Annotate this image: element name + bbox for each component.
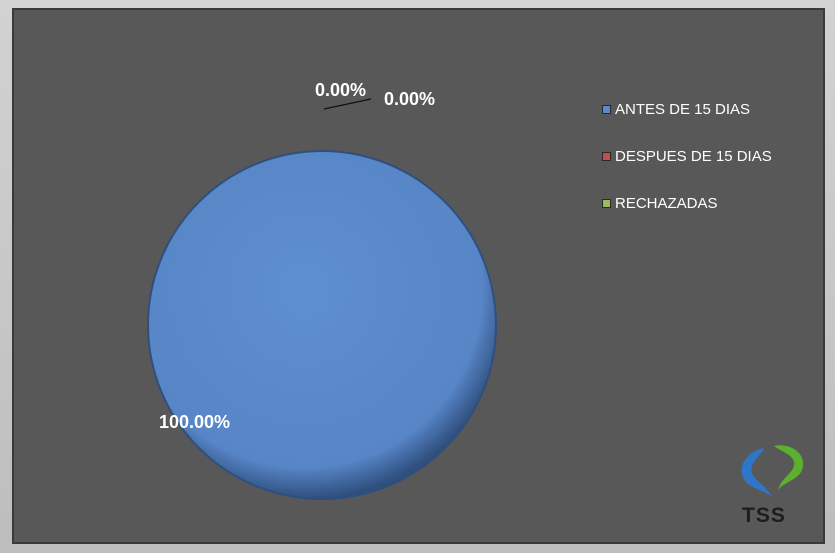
tss-logo: TSS: [734, 442, 814, 532]
data-label-antes: 100.00%: [159, 412, 231, 432]
legend-item-despues: DESPUES DE 15 DIAS: [602, 145, 772, 167]
pie-slice-1: [147, 150, 497, 500]
legend-label-antes: ANTES DE 15 DIAS: [615, 100, 751, 118]
pie-slices: [147, 150, 497, 500]
legend-swatch-antes: [602, 104, 611, 114]
leader-line: [323, 98, 372, 110]
pie-chart: [147, 98, 497, 500]
legend-swatch-despues: [602, 151, 611, 161]
legend-item-rechazadas: RECHAZADAS: [602, 192, 772, 214]
plot-area: 100.00% 0.00% 0.00% ANTES DE 15 DIAS DES…: [12, 8, 825, 544]
data-label-rechazadas: 0.00%: [384, 89, 436, 109]
legend-swatch-rechazadas: [602, 198, 611, 208]
data-label-despues: 0.00%: [315, 80, 367, 100]
legend-item-antes: ANTES DE 15 DIAS: [602, 98, 772, 120]
legend: ANTES DE 15 DIAS DESPUES DE 15 DIAS RECH…: [602, 98, 772, 239]
legend-label-despues: DESPUES DE 15 DIAS: [615, 147, 772, 165]
legend-label-rechazadas: RECHAZADAS: [615, 194, 718, 212]
tss-logo-icon: [741, 445, 804, 497]
logo-text: TSS: [742, 504, 786, 527]
